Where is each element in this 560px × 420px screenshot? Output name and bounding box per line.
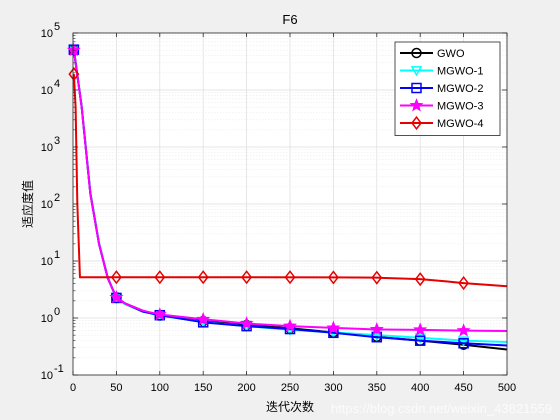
x-tick-label: 450 [454, 382, 472, 394]
legend-item-mgwo-3: MGWO-3 [400, 98, 483, 113]
data-point-mgwo-4 [68, 67, 80, 82]
data-point-mgwo-3 [326, 320, 341, 334]
data-point-mgwo-3 [413, 322, 428, 336]
x-tick-label: 200 [237, 382, 255, 394]
y-tick-label: 10 [41, 256, 53, 268]
y-tick-exponent: -1 [54, 363, 64, 375]
x-axis-label: 迭代次数 [266, 399, 314, 414]
x-tick-label: 400 [411, 382, 429, 394]
y-tick-exponent: 0 [54, 306, 60, 318]
data-point-mgwo-2 [458, 338, 469, 349]
data-point-mgwo-2 [371, 331, 383, 343]
data-point-mgwo-3 [239, 316, 254, 330]
data-point-mgwo-4 [458, 275, 470, 291]
y-tick-exponent: 3 [54, 135, 60, 147]
data-point-mgwo-3 [152, 307, 167, 321]
series-mgwo-4 [68, 67, 508, 291]
legend-label: MGWO-3 [437, 101, 483, 113]
x-tick-label: 150 [194, 382, 212, 394]
data-point-mgwo-3 [109, 289, 124, 304]
y-axis-label: 适应度值 [20, 180, 35, 228]
series-layer [66, 42, 508, 351]
legend-item-mgwo-1: MGWO-1 [400, 66, 483, 78]
y-tick-label: 10 [41, 370, 53, 382]
legend-item-gwo: GWO [400, 47, 465, 60]
data-point-mgwo-3 [456, 323, 471, 337]
data-point-mgwo-4 [371, 270, 383, 285]
data-point-mgwo-3 [282, 318, 298, 333]
x-tick-label: 50 [110, 382, 122, 394]
y-tick-exponent: 1 [54, 249, 60, 261]
y-tick-label: 10 [41, 199, 53, 211]
x-tick-label: 350 [368, 382, 386, 394]
legend-marker [410, 66, 423, 77]
legend-item-mgwo-2: MGWO-2 [400, 82, 483, 95]
legend-item-mgwo-4: MGWO-4 [400, 115, 483, 131]
ticks: 0 50 100 150 200 250 300 350 400 450 50010-1100101… [41, 21, 516, 394]
data-point-mgwo-3 [369, 322, 384, 336]
data-point-mgwo-4 [327, 270, 339, 285]
x-tick-label: 0 [70, 382, 76, 394]
series-line-mgwo-4 [72, 74, 508, 288]
y-tick-label: 10 [41, 28, 53, 40]
legend-marker [411, 82, 422, 94]
y-tick-exponent: 4 [54, 78, 60, 90]
chart-title: F6 [282, 12, 297, 27]
data-point-mgwo-1 [414, 333, 426, 344]
legend-marker [409, 98, 424, 112]
x-tick-label: 300 [324, 382, 342, 394]
data-point-mgwo-2 [414, 335, 426, 346]
data-point-mgwo-4 [241, 270, 253, 285]
x-tick-label: 250 [281, 382, 299, 394]
y-tick-label: 10 [41, 142, 53, 154]
y-tick-exponent: 5 [54, 21, 60, 33]
legend: GWO MGWO-1 MGWO-2 MGWO-3 MGWO-4 [394, 41, 501, 136]
x-tick-label: 500 [498, 382, 516, 394]
legend-marker [411, 115, 422, 131]
data-point-mgwo-3 [66, 42, 81, 57]
data-point-mgwo-4 [154, 270, 166, 285]
data-point-mgwo-4 [414, 272, 426, 287]
y-tick-label: 10 [41, 85, 53, 97]
watermark-text: https://blog.csdn.net/weixin_43821559 [331, 401, 552, 416]
legend-label: MGWO-2 [437, 83, 483, 95]
data-point-mgwo-4 [284, 270, 296, 285]
series-mgwo-3 [66, 42, 508, 337]
legend-marker [411, 47, 422, 59]
data-point-mgwo-4 [197, 270, 209, 285]
data-point-mgwo-3 [196, 311, 211, 326]
y-tick-label: 10 [41, 313, 53, 325]
legend-label: MGWO-1 [437, 66, 483, 78]
data-point-mgwo-1 [457, 336, 470, 347]
legend-label: GWO [437, 48, 465, 60]
legend-label: MGWO-4 [437, 118, 483, 130]
data-point-mgwo-4 [110, 270, 122, 285]
x-tick-label: 100 [151, 382, 169, 394]
y-tick-exponent: 2 [54, 192, 60, 204]
